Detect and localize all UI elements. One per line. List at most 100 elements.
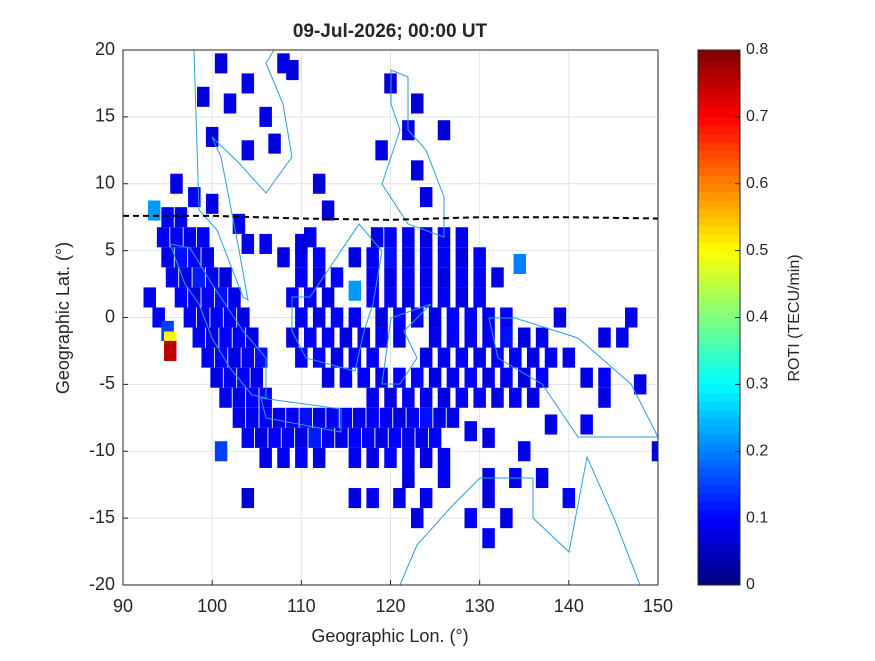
x-axis-label: Geographic Lon. (°) [311,626,468,646]
roti-cell [188,247,201,268]
roti-cell [375,140,388,161]
roti-cell [482,327,495,348]
roti-cell [174,247,188,268]
roti-cell [428,307,442,328]
roti-cell [312,407,326,428]
roti-cells [143,53,658,549]
roti-cell [437,467,451,489]
roti-cell [205,193,219,214]
colorbar-swatch [698,284,740,293]
roti-cell [446,327,460,348]
roti-cell [312,347,326,368]
roti-cell [437,387,451,408]
roti-cell [366,407,379,428]
roti-cell [473,387,486,408]
roti-cell [366,387,379,408]
colorbar-swatch [698,376,740,385]
roti-cell [241,347,255,368]
roti-cell [326,407,339,428]
roti-cell [598,327,611,348]
roti-cell [170,227,183,248]
colorbar-swatch [698,91,740,101]
roti-cell [544,347,558,368]
roti-cell [616,327,629,348]
roti-cell [598,387,611,408]
colorbar-swatch [698,258,740,268]
roti-cell [500,508,513,529]
roti-cell [393,367,406,388]
roti-cell [286,327,299,348]
colorbar-tick-label: 0 [746,576,755,593]
roti-cell [254,427,268,448]
roti-cell [164,340,177,361]
colorbar-swatch [698,493,740,502]
colorbar-swatch [698,534,740,544]
roti-cell [143,287,156,308]
roti-cell [232,387,246,408]
roti-cell [500,327,513,348]
colorbar-swatch [698,501,740,511]
roti-cell [500,367,513,388]
roti-cell [348,247,362,268]
colorbar-swatch [698,233,740,243]
roti-cell [366,267,379,288]
roti-cell [366,287,379,308]
roti-cell [625,307,638,328]
colorbar-swatch [698,275,740,285]
roti-cell [393,488,406,509]
colorbar-swatch [698,476,740,486]
roti-cell [335,427,348,448]
axes: 90 100 110 120 130 140 150 -20 -15 -10 -5 0 5 10 15 20 [89,39,673,616]
roti-cell [214,53,228,74]
roti-cell [241,233,255,254]
colorbar-swatch [698,242,740,252]
roti-cell [348,347,362,368]
roti-cell [428,367,442,388]
roti-cell [482,427,495,448]
roti-cell [259,233,272,254]
coastline [399,455,641,585]
roti-cell [446,367,460,388]
roti-cell [348,427,362,448]
roti-cell [415,427,428,448]
roti-cell [321,367,335,388]
roti-cell [321,327,335,348]
y-tick-label: -20 [89,574,115,594]
y-tick-label: -10 [89,440,115,460]
roti-cell [375,307,388,328]
roti-cell [473,247,486,268]
roti-cell [544,414,558,435]
chart-title: 09-Jul-2026; 00:00 UT [293,21,488,42]
roti-cell [366,447,379,468]
coastline [381,69,445,238]
roti-cell [562,347,576,368]
roti-cell [272,407,286,428]
roti-cell [509,347,522,368]
roti-cell [455,267,469,288]
roti-cell [388,427,402,448]
roti-cell [428,327,442,348]
colorbar-swatch [698,384,740,394]
colorbar-swatch [698,409,740,419]
x-tick-label: 140 [554,596,584,616]
roti-cell [161,247,174,268]
roti-cell [241,488,255,509]
colorbar-swatch [698,133,740,143]
colorbar-swatch [698,300,740,310]
colorbar-tick-label: 0.2 [746,442,768,459]
colorbar-swatch [698,518,740,527]
roti-cell [223,307,237,328]
colorbar-swatch [698,434,740,444]
colorbar-swatch [698,551,740,561]
roti-cell [197,307,210,328]
roti-cell [473,287,486,308]
roti-cell [210,367,223,388]
roti-cell [259,106,272,127]
colorbar-swatch [698,350,740,360]
roti-cell [201,347,214,368]
roti-cell [250,367,263,388]
roti-cell [268,133,281,154]
roti-cell [473,347,486,368]
roti-cell [366,247,379,268]
